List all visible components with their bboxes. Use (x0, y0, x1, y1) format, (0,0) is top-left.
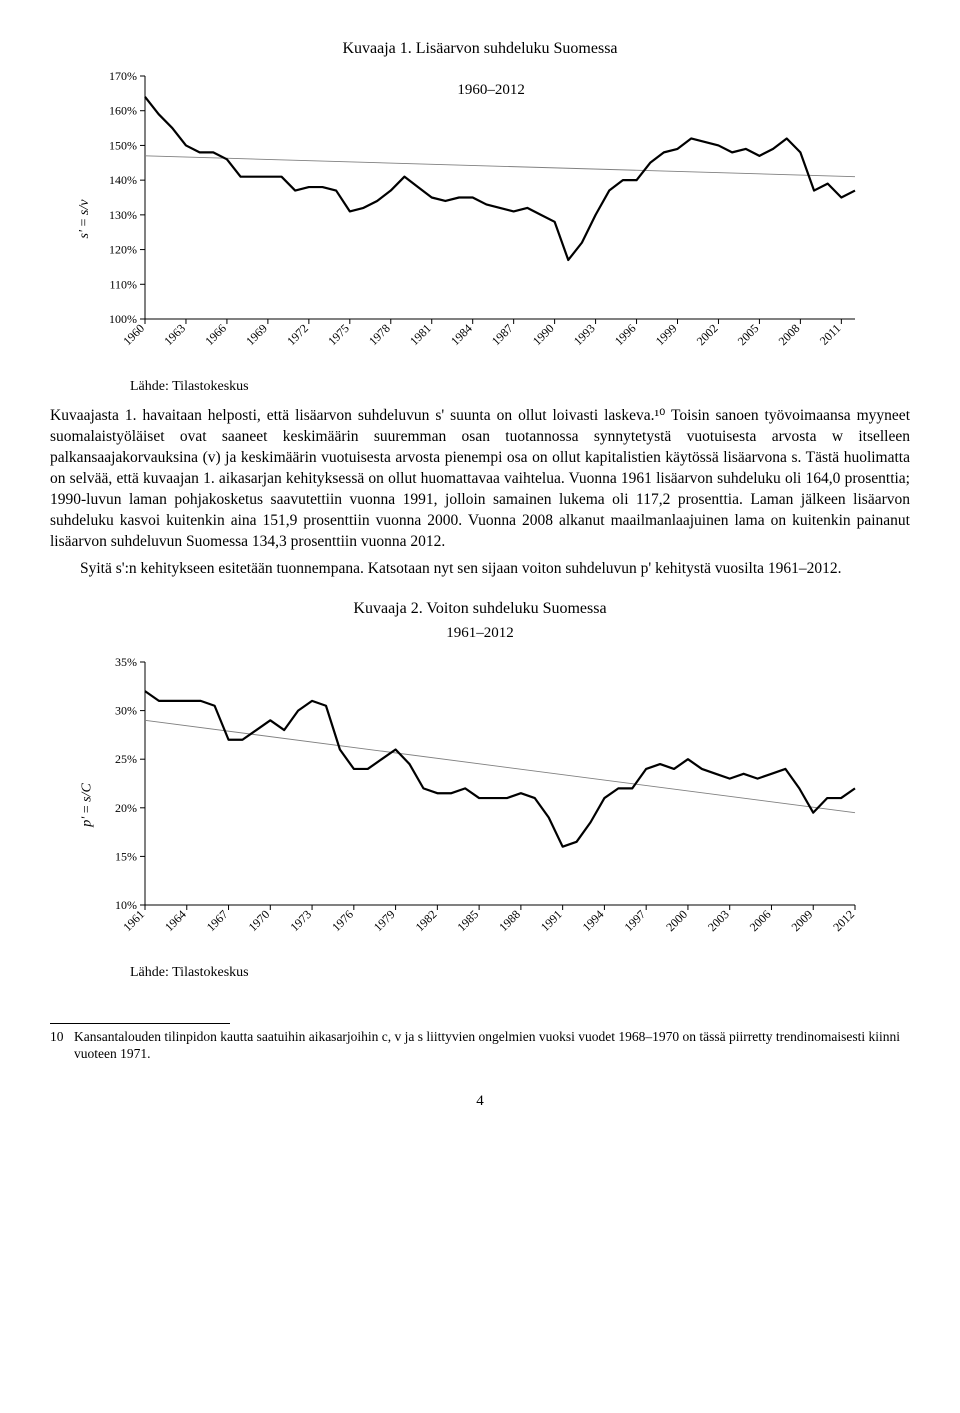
svg-text:1970: 1970 (246, 907, 273, 934)
svg-text:130%: 130% (109, 207, 137, 221)
svg-text:1985: 1985 (454, 907, 481, 934)
chart2-title: Kuvaaja 2. Voiton suhdeluku Suomessa (50, 598, 910, 620)
chart2-period: 1961–2012 (50, 623, 910, 643)
svg-text:1964: 1964 (162, 907, 189, 934)
svg-text:1988: 1988 (496, 907, 523, 934)
svg-text:1994: 1994 (580, 907, 607, 934)
svg-text:2003: 2003 (705, 907, 732, 934)
svg-text:140%: 140% (109, 173, 137, 187)
svg-text:30%: 30% (115, 703, 137, 717)
svg-text:15%: 15% (115, 849, 137, 863)
svg-text:1960–2012: 1960–2012 (457, 82, 525, 98)
svg-text:1982: 1982 (413, 907, 440, 934)
svg-text:1978: 1978 (366, 321, 393, 348)
svg-text:1976: 1976 (329, 907, 356, 934)
svg-text:1987: 1987 (489, 321, 516, 348)
chart1-ylabel: s' = s/v (76, 199, 95, 238)
paragraph-2: Syitä s':n kehitykseen esitetään tuonnem… (50, 559, 910, 580)
chart1-source: Lähde: Tilastokeskus (130, 378, 910, 397)
chart1-svg: 100%110%120%130%140%150%160%170%19601963… (90, 64, 870, 374)
svg-text:2012: 2012 (830, 907, 857, 934)
svg-text:2002: 2002 (694, 321, 721, 348)
footnote-num: 10 (50, 1028, 74, 1063)
svg-text:100%: 100% (109, 312, 137, 326)
svg-text:2006: 2006 (747, 907, 774, 934)
svg-text:20%: 20% (115, 801, 137, 815)
paragraph-1: Kuvaajasta 1. havaitaan helposti, että l… (50, 406, 910, 552)
footnote: 10 Kansantalouden tilinpidon kautta saat… (50, 1028, 910, 1063)
svg-text:170%: 170% (109, 69, 137, 83)
chart2-ylabel-var: p' (79, 817, 94, 827)
chart1-ylabel-var: s' (77, 230, 92, 238)
svg-text:35%: 35% (115, 655, 137, 669)
svg-text:1990: 1990 (530, 321, 557, 348)
svg-text:1966: 1966 (202, 321, 229, 348)
svg-text:160%: 160% (109, 103, 137, 117)
svg-text:1996: 1996 (612, 321, 639, 348)
footnote-rule (50, 1023, 230, 1024)
svg-text:1984: 1984 (448, 321, 475, 348)
chart2-ylabel: p' = s/C (78, 783, 97, 827)
svg-text:25%: 25% (115, 752, 137, 766)
svg-text:150%: 150% (109, 138, 137, 152)
svg-text:1993: 1993 (571, 321, 598, 348)
svg-text:1963: 1963 (161, 321, 188, 348)
svg-text:1975: 1975 (325, 321, 352, 348)
chart1-wrap: s' = s/v 100%110%120%130%140%150%160%170… (90, 64, 870, 374)
chart2-svg: 10%15%20%25%30%35%1961196419671970197319… (90, 650, 870, 960)
page-number: 4 (50, 1091, 910, 1111)
svg-text:2005: 2005 (735, 321, 762, 348)
svg-text:120%: 120% (109, 242, 137, 256)
svg-text:1991: 1991 (538, 907, 565, 934)
chart2-source: Lähde: Tilastokeskus (130, 964, 910, 983)
svg-text:1999: 1999 (653, 321, 680, 348)
chart2-wrap: p' = s/C 10%15%20%25%30%35%1961196419671… (90, 650, 870, 960)
svg-text:2009: 2009 (788, 907, 815, 934)
svg-text:2011: 2011 (817, 321, 844, 348)
chart2-ylabel-rhs: s/C (79, 783, 94, 802)
chart2-ylabel-eq: = (79, 802, 94, 817)
svg-text:1981: 1981 (407, 321, 434, 348)
chart1-ylabel-rhs: s/v (77, 199, 92, 215)
svg-text:1969: 1969 (243, 321, 270, 348)
svg-text:1967: 1967 (204, 907, 231, 934)
svg-text:2000: 2000 (663, 907, 690, 934)
chart1-title: Kuvaaja 1. Lisäarvon suhdeluku Suomessa (50, 38, 910, 60)
svg-text:1972: 1972 (284, 321, 311, 348)
svg-text:1973: 1973 (287, 907, 314, 934)
svg-text:1997: 1997 (621, 907, 648, 934)
svg-text:110%: 110% (109, 277, 137, 291)
svg-text:1979: 1979 (371, 907, 398, 934)
chart1-ylabel-eq: = (77, 215, 92, 230)
footnote-text: Kansantalouden tilinpidon kautta saatuih… (74, 1028, 910, 1063)
svg-text:2008: 2008 (776, 321, 803, 348)
